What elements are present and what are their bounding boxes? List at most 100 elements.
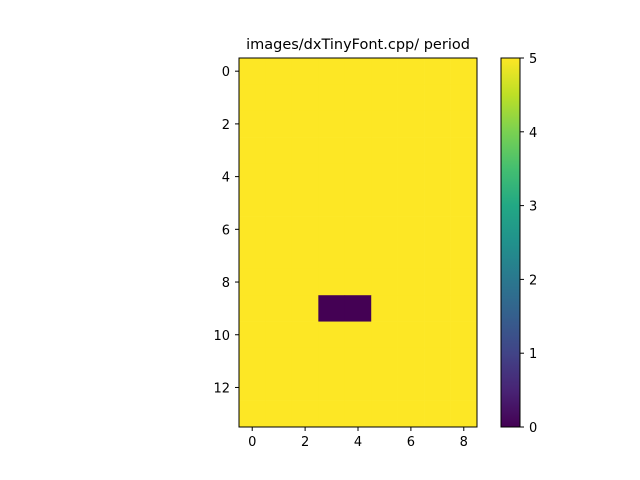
heatmap-cell [344, 242, 372, 270]
x-axis: 0 2 4 6 8 [248, 427, 468, 450]
heatmap-cell [450, 189, 478, 217]
heatmap-cell [265, 242, 293, 270]
heatmap-cell [450, 110, 478, 138]
heatmap-cell [291, 400, 319, 428]
colorbar-axis: 0 1 2 3 4 5 [520, 52, 537, 436]
heatmap-cells [239, 58, 478, 428]
heatmap-cell [239, 374, 266, 401]
heatmap-cell [424, 400, 451, 428]
heatmap-cell [265, 268, 293, 296]
heatmap-cell [291, 84, 319, 112]
heatmap-cell [239, 84, 266, 112]
heatmap-cell [265, 58, 293, 85]
heatmap-cell [291, 58, 319, 85]
heatmap-cell [344, 110, 372, 138]
heatmap-cell [450, 347, 478, 375]
heatmap-cell [344, 163, 372, 191]
heatmap-cell [239, 400, 266, 428]
heatmap-cell [344, 216, 372, 243]
heatmap-cell [265, 400, 293, 428]
heatmap-cell [265, 163, 293, 191]
heatmap-cell [450, 163, 478, 191]
heatmap-cell [265, 84, 293, 112]
y-tick-label: 12 [213, 381, 230, 396]
heatmap-cell [450, 374, 478, 401]
heatmap-cell [371, 295, 398, 322]
heatmap-cell [265, 110, 293, 138]
heatmap-cell [344, 295, 372, 322]
heatmap-cell [371, 216, 398, 243]
heatmap-cell [371, 242, 398, 270]
heatmap-cell [371, 374, 398, 401]
y-tick-label: 6 [222, 223, 230, 238]
heatmap-cell [424, 163, 451, 191]
heatmap-cell [344, 321, 372, 349]
heatmap-cell [371, 137, 398, 164]
heatmap-cell [291, 268, 319, 296]
heatmap-cell [291, 321, 319, 349]
y-tick-label: 0 [222, 65, 230, 80]
heatmap-cell [344, 58, 372, 85]
heatmap-cell [291, 110, 319, 138]
heatmap-cell [265, 295, 293, 322]
heatmap-cell [424, 137, 451, 164]
heatmap-cell [371, 400, 398, 428]
x-tick-label: 2 [301, 435, 309, 450]
heatmap-cell [265, 137, 293, 164]
heatmap-cell [318, 110, 346, 138]
y-axis: 0 2 4 6 8 10 12 [213, 65, 239, 396]
heatmap-cell [397, 58, 425, 85]
heatmap-cell [371, 58, 398, 85]
heatmap-cell [318, 347, 346, 375]
heatmap-cell [291, 216, 319, 243]
x-tick-label: 0 [248, 435, 256, 450]
heatmap-cell [318, 189, 346, 217]
heatmap-cell [344, 400, 372, 428]
heatmap-cell [239, 58, 266, 85]
heatmap-cell [424, 242, 451, 270]
heatmap-cell [265, 347, 293, 375]
heatmap-cell [239, 163, 266, 191]
heatmap-cell [239, 321, 266, 349]
heatmap-cell [424, 58, 451, 85]
colorbar [500, 57, 521, 428]
heatmap-cell [291, 347, 319, 375]
heatmap-cell [424, 347, 451, 375]
heatmap-cell [318, 84, 346, 112]
heatmap-cell [239, 189, 266, 217]
y-tick-label: 2 [222, 118, 230, 133]
heatmap-cell [397, 189, 425, 217]
heatmap-cell [265, 189, 293, 217]
heatmap-cell [397, 321, 425, 349]
heatmap-cell [318, 374, 346, 401]
heatmap-cell [239, 268, 266, 296]
heatmap-cell [450, 137, 478, 164]
heatmap-cell [239, 295, 266, 322]
heatmap-cell [424, 84, 451, 112]
heatmap-cell [318, 58, 346, 85]
heatmap-cell [397, 400, 425, 428]
heatmap-cell [371, 84, 398, 112]
heatmap-cell [450, 84, 478, 112]
x-tick-label: 6 [407, 435, 415, 450]
heatmap-cell [265, 321, 293, 349]
heatmap-cell [397, 295, 425, 322]
heatmap-cell [424, 268, 451, 296]
colorbar-tick-label: 5 [529, 52, 537, 67]
heatmap-cell [424, 189, 451, 217]
heatmap-cell [344, 137, 372, 164]
heatmap-cell [291, 295, 319, 322]
heatmap-cell [397, 163, 425, 191]
heatmap-cell [291, 189, 319, 217]
heatmap-cell [371, 321, 398, 349]
heatmap-cell [397, 268, 425, 296]
heatmap-cell [318, 242, 346, 270]
heatmap-cell [344, 268, 372, 296]
heatmap-cell [424, 321, 451, 349]
x-tick-label: 4 [354, 435, 362, 450]
heatmap-cell [450, 242, 478, 270]
chart-title: images/dxTinyFont.cpp/ period [246, 37, 470, 53]
heatmap-cell [424, 374, 451, 401]
heatmap-cell [344, 189, 372, 217]
heatmap-cell [344, 347, 372, 375]
